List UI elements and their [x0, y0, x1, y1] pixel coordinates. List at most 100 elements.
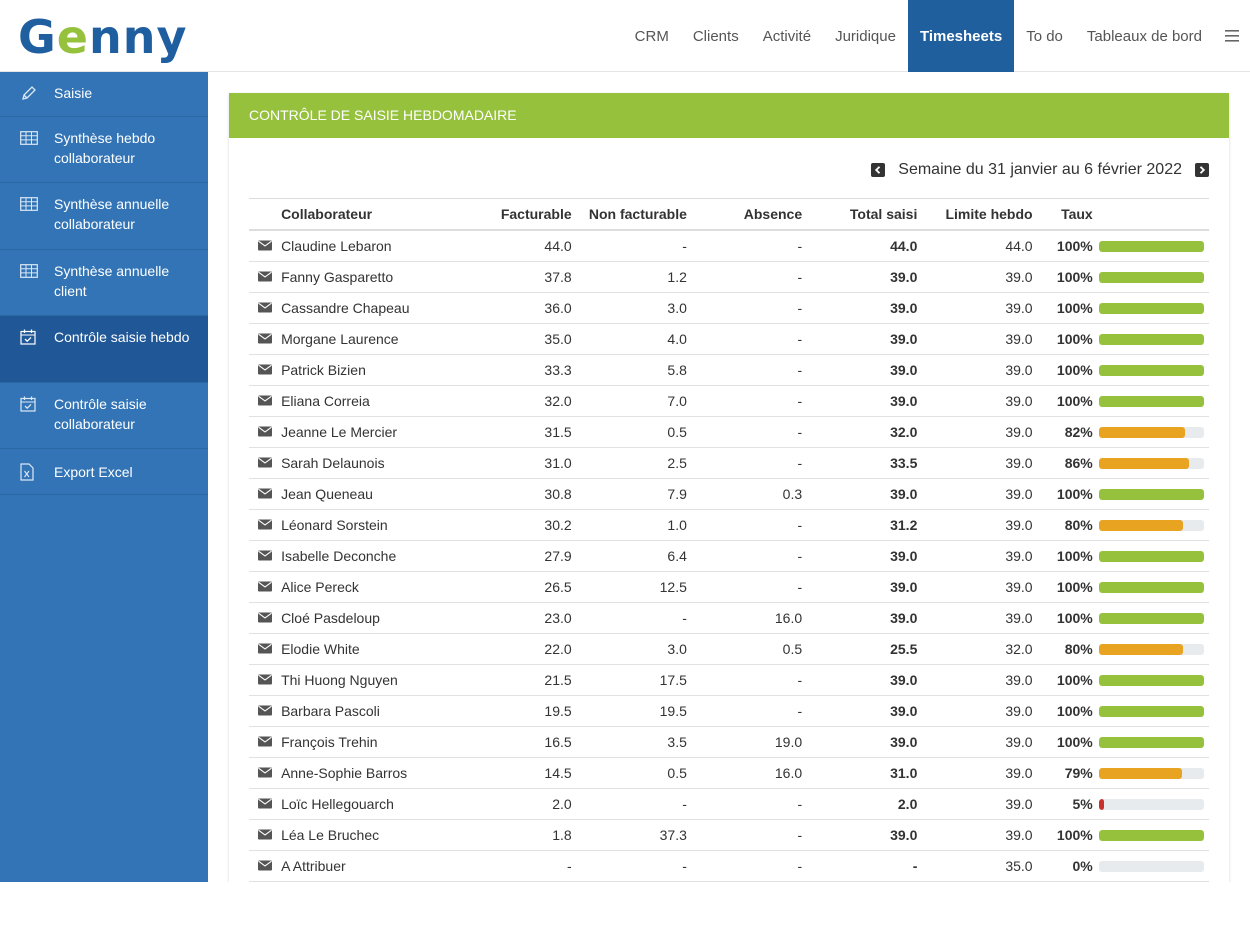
- envelope-icon[interactable]: [249, 695, 282, 727]
- weekly-control-panel: Contrôle de saisie hebdomadaire Semaine …: [229, 93, 1229, 882]
- header-facturable[interactable]: Facturable: [461, 198, 572, 231]
- header-total-saisi[interactable]: Total saisi: [802, 198, 918, 231]
- progress-cell: [1092, 323, 1209, 355]
- cell-non-facturable: 3.5: [571, 726, 687, 758]
- envelope-icon[interactable]: [249, 447, 282, 479]
- sidebar-item-controle-saisie-hebdo[interactable]: Contrôle saisie hebdo: [0, 316, 208, 383]
- taux-progress-fill: [1098, 271, 1204, 283]
- progress-cell: [1092, 230, 1209, 262]
- progress-cell: [1092, 664, 1209, 696]
- table-row: Elodie White 22.0 3.0 0.5 25.5 32.0 80%: [249, 633, 1209, 665]
- cell-taux: 86%: [1032, 447, 1093, 479]
- cell-taux: 100%: [1032, 726, 1093, 758]
- envelope-icon[interactable]: [249, 850, 282, 882]
- envelope-icon[interactable]: [249, 416, 282, 448]
- nav-timesheets[interactable]: Timesheets: [907, 0, 1015, 72]
- taux-progress-bar: [1098, 643, 1204, 655]
- cell-limite-hebdo: 32.0: [917, 633, 1033, 665]
- cell-limite-hebdo: 44.0: [917, 230, 1033, 262]
- cell-taux: 100%: [1032, 540, 1093, 572]
- envelope-icon[interactable]: [249, 323, 282, 355]
- cell-non-facturable: 3.0: [571, 292, 687, 324]
- genny-logo[interactable]: Genny: [18, 10, 188, 64]
- header-non-facturable[interactable]: Non facturable: [571, 198, 687, 231]
- cell-facturable: 31.0: [461, 447, 572, 479]
- header-taux[interactable]: Taux: [1032, 198, 1093, 231]
- cell-collaborateur: Anne-Sophie Barros: [281, 757, 462, 789]
- table-row: Patrick Bizien 33.3 5.8-39.0 39.0 100%: [249, 354, 1209, 386]
- cell-facturable: 30.2: [461, 509, 572, 541]
- table-row: Morgane Laurence 35.0 4.0-39.0 39.0 100%: [249, 323, 1209, 355]
- hamburger-menu-icon[interactable]: [1214, 0, 1250, 72]
- table-row: Claudine Lebaron 44.0- -44.0 44.0 100%: [249, 230, 1209, 262]
- envelope-icon[interactable]: [249, 540, 282, 572]
- envelope-icon[interactable]: [249, 292, 282, 324]
- nav-clients[interactable]: Clients: [692, 27, 739, 45]
- envelope-icon[interactable]: [249, 230, 282, 262]
- header-limite-hebdo[interactable]: Limite hebdo: [917, 198, 1033, 231]
- envelope-icon[interactable]: [249, 633, 282, 665]
- next-week-button[interactable]: [1195, 163, 1209, 177]
- cell-facturable: 21.5: [461, 664, 572, 696]
- envelope-icon[interactable]: [249, 354, 282, 386]
- cell-taux: 100%: [1032, 230, 1093, 262]
- cell-facturable: 35.0: [461, 323, 572, 355]
- cell-collaborateur: Jean Queneau: [281, 478, 462, 510]
- envelope-icon[interactable]: [249, 819, 282, 851]
- progress-cell: [1092, 478, 1209, 510]
- progress-cell: [1092, 571, 1209, 603]
- app-window: Genny CRM Clients Activité Juridique Tim…: [0, 0, 1250, 882]
- cell-non-facturable: 2.5: [571, 447, 687, 479]
- envelope-icon[interactable]: [249, 788, 282, 820]
- sidebar-item-saisie[interactable]: Saisie: [0, 72, 208, 117]
- cell-limite-hebdo: 35.0: [917, 850, 1033, 882]
- sidebar-item-synthese-annuelle-collaborateur[interactable]: Synthèse annuelle collaborateur: [0, 183, 208, 250]
- cell-total-saisi: 39.0: [802, 354, 918, 386]
- envelope-icon[interactable]: [249, 726, 282, 758]
- progress-cell: [1092, 261, 1209, 293]
- progress-cell: [1092, 292, 1209, 324]
- envelope-icon[interactable]: [249, 571, 282, 603]
- envelope-icon[interactable]: [249, 664, 282, 696]
- sidebar-item-controle-saisie-collaborateur[interactable]: Contrôle saisie collaborateur: [0, 383, 208, 449]
- cell-facturable: 30.8: [461, 478, 572, 510]
- sidebar-item-synthese-annuelle-client[interactable]: Synthèse annuelle client: [0, 250, 208, 316]
- cell-total-saisi: 39.0: [802, 478, 918, 510]
- envelope-icon[interactable]: [249, 478, 282, 510]
- cell-absence: 0.3: [686, 478, 803, 510]
- cell-collaborateur: Morgane Laurence: [281, 323, 462, 355]
- cell-facturable: -: [461, 850, 572, 882]
- taux-progress-fill: [1098, 240, 1204, 252]
- envelope-icon[interactable]: [249, 261, 282, 293]
- header-collaborateur[interactable]: Collaborateur: [281, 198, 462, 231]
- sidebar-item-label: Export Excel: [54, 464, 133, 480]
- previous-week-button[interactable]: [871, 163, 886, 177]
- sidebar-item-export-excel[interactable]: Export Excel: [0, 449, 208, 495]
- header-absence[interactable]: Absence: [686, 198, 803, 231]
- taux-progress-fill: [1098, 333, 1204, 345]
- cell-collaborateur: Cloé Pasdeloup: [281, 602, 462, 634]
- cell-collaborateur: Barbara Pascoli: [281, 695, 462, 727]
- envelope-icon[interactable]: [249, 602, 282, 634]
- cell-total-saisi: 39.0: [802, 540, 918, 572]
- table-row: Anne-Sophie Barros 14.5 0.5 16.0 31.0 39.0 79%: [249, 757, 1209, 789]
- nav-todo[interactable]: To do: [1026, 27, 1063, 45]
- envelope-icon[interactable]: [249, 385, 282, 417]
- cell-total-saisi: 39.0: [802, 323, 918, 355]
- sidebar-item-synthese-hebdo-collaborateur[interactable]: Synthèse hebdo collaborateur: [0, 117, 208, 183]
- cell-taux: 100%: [1032, 261, 1093, 293]
- cell-absence: -: [686, 323, 803, 355]
- cell-non-facturable: 0.5: [571, 416, 687, 448]
- weekly-entries-table: Collaborateur Facturable Non facturable …: [249, 198, 1209, 882]
- cell-non-facturable: 5.8: [571, 354, 687, 386]
- envelope-icon[interactable]: [249, 757, 282, 789]
- nav-activite[interactable]: Activité: [762, 27, 812, 45]
- pencil-icon: [20, 83, 54, 103]
- cell-total-saisi: 33.5: [802, 447, 918, 479]
- cell-collaborateur: Loïc Hellegouarch: [281, 788, 462, 820]
- nav-tableaux-de-bord[interactable]: Tableaux de bord: [1086, 27, 1202, 45]
- nav-crm[interactable]: CRM: [634, 27, 669, 45]
- taux-progress-fill: [1098, 302, 1204, 314]
- nav-juridique[interactable]: Juridique: [835, 27, 896, 45]
- envelope-icon[interactable]: [249, 509, 282, 541]
